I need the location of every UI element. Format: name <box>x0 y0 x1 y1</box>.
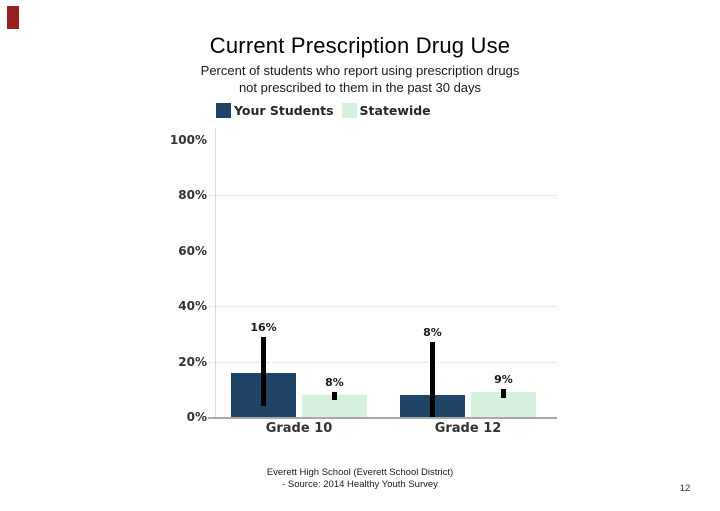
footer-source-line: - Source: 2014 Healthy Youth Survey <box>282 478 438 490</box>
slide-footer: Everett High School (Everett School Dist… <box>0 467 720 490</box>
page-number: 12 <box>679 483 691 494</box>
bar-chart-plot-area: 0% 20% 40% 60% 80% 100% 16% 8% 8% 9% Grade 10 Grade… <box>170 128 557 436</box>
error-bar <box>430 342 435 417</box>
gridline-20pct <box>209 361 557 363</box>
legend-label-your-students: Your Students <box>234 103 334 118</box>
gridline-80pct <box>209 195 557 197</box>
footer-school-line: Everett High School (Everett School Dist… <box>266 467 454 478</box>
y-axis-tick-label: 80% <box>178 188 207 203</box>
x-axis-category-label: Grade 10 <box>265 421 333 436</box>
legend-item-your-students: Your Students <box>216 103 334 118</box>
legend-swatch-statewide <box>341 103 357 118</box>
x-axis-line <box>208 417 557 419</box>
chart-subtitle: Percent of students who report using pre… <box>0 62 720 96</box>
legend-item-statewide: Statewide <box>341 103 431 118</box>
y-axis-tick-label: 40% <box>178 299 207 314</box>
legend-swatch-your-students <box>216 103 231 118</box>
bar-value-label: 8% <box>325 376 344 390</box>
y-axis-tick-label: 20% <box>178 354 207 369</box>
chart-title: Current Prescription Drug Use <box>209 33 511 58</box>
bar-value-label: 8% <box>423 326 442 340</box>
bar-value-label: 9% <box>494 373 513 387</box>
y-axis-tick-label: 100% <box>169 133 207 147</box>
bar-value-label: 16% <box>250 320 277 334</box>
bar-statewide-grade-10 <box>302 394 367 417</box>
error-bar <box>261 336 266 406</box>
x-axis-category-label: Grade 12 <box>434 421 502 436</box>
slide-accent-bar <box>7 6 19 29</box>
y-axis-tick-label: 60% <box>178 243 207 258</box>
y-axis-line <box>215 128 216 418</box>
error-bar <box>501 389 506 398</box>
error-bar <box>332 392 337 401</box>
chart-subtitle-line1: Percent of students who report using pre… <box>200 63 520 78</box>
y-axis-tick-label: 0% <box>186 410 207 424</box>
chart-legend: Your Students Statewide <box>216 103 431 118</box>
chart-subtitle-line2: not prescribed to them in the past 30 da… <box>238 80 482 95</box>
legend-label-statewide: Statewide <box>359 103 431 118</box>
gridline-40pct <box>209 306 557 308</box>
